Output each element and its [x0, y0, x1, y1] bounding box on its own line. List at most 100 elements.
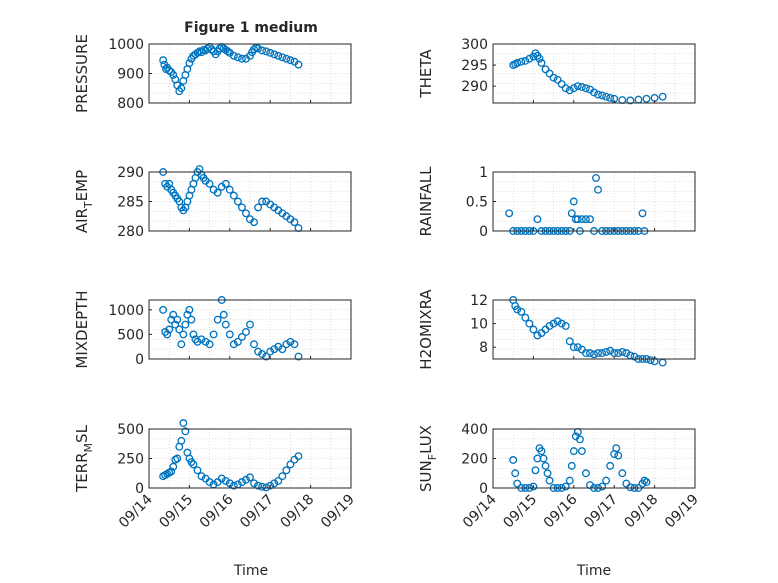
data-point	[185, 59, 194, 68]
y-axis-label-part: LUX	[417, 425, 435, 454]
data-point	[254, 481, 263, 490]
data-point	[179, 419, 188, 428]
data-point	[278, 472, 287, 481]
series	[159, 43, 303, 96]
data-point	[517, 307, 526, 316]
y-axis-label: TERRMSL	[73, 424, 95, 493]
data-point	[237, 332, 246, 341]
data-point	[561, 482, 570, 491]
subplot-pressure: 800 900 1000 PRESSURE	[73, 34, 352, 113]
data-point	[513, 479, 522, 488]
figure-title: Figure 1 medium	[184, 20, 318, 36]
data-point	[205, 478, 214, 487]
y-tick-label: 8	[479, 340, 488, 356]
data-point	[258, 46, 267, 55]
data-point	[229, 481, 238, 490]
data-point	[539, 454, 548, 463]
y-axis-label-part: SL	[73, 424, 91, 443]
data-point	[614, 349, 623, 358]
subplot-air-temp: 280 285 290 AIRTEMP	[73, 165, 352, 240]
data-point	[549, 73, 558, 82]
data-point	[266, 347, 275, 356]
y-axis-label: THETA	[417, 49, 435, 99]
data-point	[250, 479, 258, 488]
data-point	[549, 319, 558, 328]
data-point	[529, 325, 538, 334]
data-point	[581, 84, 590, 93]
data-point	[266, 48, 275, 57]
data-point	[237, 203, 246, 212]
y-axis-label: PRESSURE	[73, 34, 91, 113]
data-point	[567, 461, 576, 470]
data-point	[561, 322, 570, 330]
data-point	[189, 330, 198, 339]
data-point	[606, 461, 615, 470]
data-point	[294, 452, 303, 461]
data-point	[622, 349, 631, 358]
data-point	[262, 47, 271, 56]
data-point	[262, 352, 271, 361]
data-point	[521, 313, 530, 322]
data-point	[606, 346, 615, 355]
data-point	[565, 476, 574, 485]
data-point	[618, 347, 627, 356]
data-point	[169, 310, 178, 319]
data-point	[557, 319, 566, 328]
data-point	[225, 330, 234, 339]
data-point	[598, 349, 607, 358]
data-point	[237, 478, 246, 487]
data-point	[242, 475, 250, 484]
data-point	[187, 458, 196, 466]
data-point	[598, 482, 607, 491]
data-point	[167, 467, 176, 476]
data-point	[270, 345, 279, 354]
data-point	[169, 71, 178, 79]
data-point	[233, 197, 242, 206]
data-point	[602, 92, 611, 101]
y-tick-label: 0	[479, 224, 488, 240]
y-tick-label: 1000	[108, 37, 144, 53]
data-point	[565, 337, 574, 346]
data-point	[290, 340, 299, 349]
data-point	[590, 88, 598, 97]
data-point	[197, 472, 206, 481]
data-point	[197, 48, 206, 57]
data-point	[602, 347, 611, 356]
data-point	[581, 469, 590, 478]
data-point	[626, 96, 635, 105]
axes-box	[492, 43, 696, 104]
y-tick-label: 280	[117, 224, 144, 240]
data-point	[278, 53, 287, 62]
y-tick-label: 0.5	[466, 195, 488, 211]
data-point	[594, 349, 602, 358]
y-tick-label: 1	[479, 165, 488, 181]
grid	[493, 300, 695, 359]
data-point	[638, 209, 647, 218]
data-point	[573, 343, 582, 352]
data-point	[537, 447, 546, 456]
data-point	[594, 90, 602, 99]
data-point	[179, 330, 188, 339]
data-point	[165, 325, 174, 334]
data-point	[237, 54, 246, 63]
data-point	[177, 340, 186, 349]
data-point	[258, 482, 267, 491]
data-point	[193, 337, 202, 346]
data-point	[205, 179, 214, 188]
data-point	[658, 92, 667, 101]
y-tick-label: 0	[479, 481, 488, 497]
data-point	[278, 345, 287, 354]
data-point	[286, 337, 295, 346]
data-point	[223, 47, 232, 56]
data-point	[598, 91, 607, 100]
data-point	[193, 48, 202, 57]
data-point	[242, 328, 250, 336]
data-point	[513, 59, 522, 67]
y-tick-label: 285	[117, 195, 144, 211]
data-point	[262, 483, 271, 492]
data-point	[602, 476, 611, 485]
data-point	[581, 349, 590, 358]
data-point	[221, 320, 230, 329]
data-point	[254, 203, 263, 212]
